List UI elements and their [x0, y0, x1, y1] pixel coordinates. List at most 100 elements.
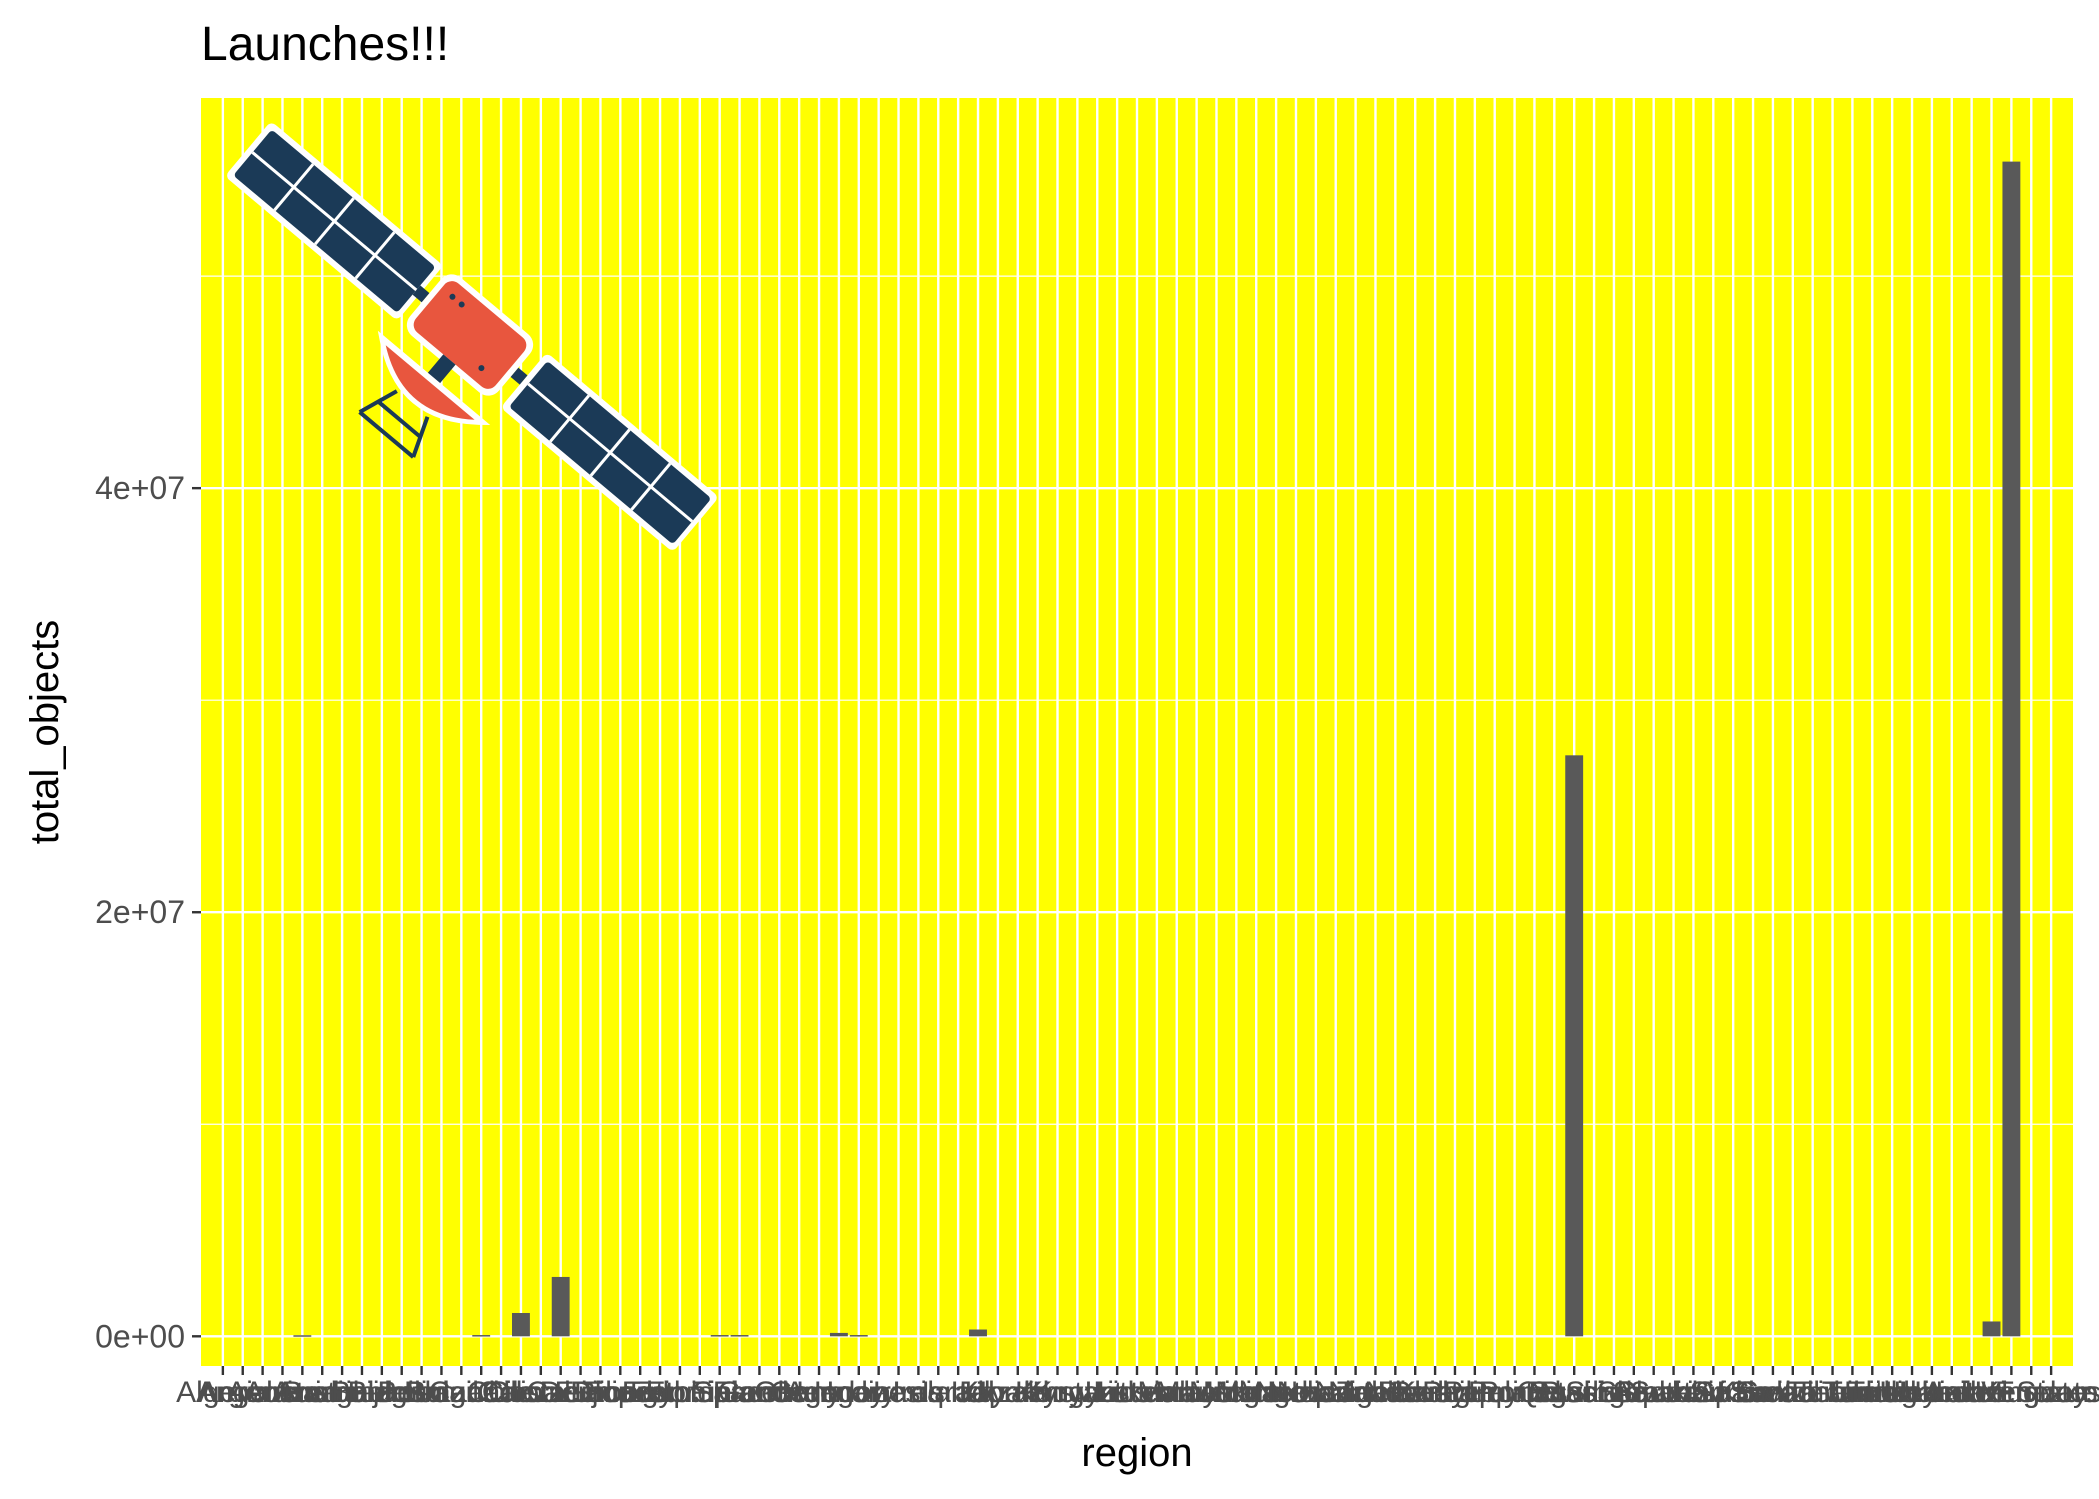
x-tick-label: Nepal	[1277, 1376, 1355, 1409]
x-tick-label: Russia	[1528, 1376, 1620, 1409]
bar	[2002, 161, 2021, 1337]
x-tick-label: Poland	[1468, 1376, 1561, 1409]
x-tick-label: Laos	[1085, 1376, 1150, 1409]
x-tick-label: Norway	[1364, 1376, 1466, 1409]
bar	[710, 1335, 729, 1337]
x-tick-label: France	[713, 1376, 806, 1409]
x-tick-label: Australia	[244, 1376, 361, 1409]
x-tick-label: South Africa	[1613, 1376, 1775, 1409]
x-tick-label: Colombia	[477, 1376, 604, 1409]
x-axis: AlgeriaAngolaArgentinaArmeniaAustraliaAu…	[176, 1366, 2099, 1409]
grid-major	[201, 98, 2073, 1366]
x-tick-label: United Kingdom	[1885, 1376, 2098, 1409]
x-tick-label: Estonia	[630, 1376, 730, 1409]
x-tick-label: Germany	[718, 1376, 841, 1409]
x-tick-label: Netherlands	[1255, 1376, 1417, 1409]
x-tick-label: Costa Rica	[487, 1376, 634, 1409]
x-tick-label: Iran	[873, 1376, 925, 1409]
x-tick-label: Philippines	[1422, 1376, 1567, 1409]
bar	[969, 1329, 987, 1337]
bar	[829, 1332, 848, 1337]
bar	[551, 1276, 570, 1337]
chart-title: Launches!!!	[201, 18, 449, 71]
x-tick-label: European Space Agency	[555, 1376, 885, 1409]
bar	[849, 1335, 868, 1337]
x-tick-label: Finland	[690, 1376, 788, 1409]
x-tick-label: Turkmenistan	[1822, 1376, 2003, 1409]
bar	[730, 1335, 749, 1337]
x-tick-label: Italy	[951, 1376, 1006, 1409]
x-tick-label: Armenia	[227, 1376, 339, 1409]
x-tick-label: United Arab Emirates	[1830, 1376, 2099, 1409]
x-axis-title: region	[1081, 1431, 1192, 1475]
x-tick-label: Sudan	[1730, 1376, 1817, 1409]
x-tick-label: Qatar	[1517, 1376, 1592, 1409]
x-tick-label: Slovenia	[1616, 1376, 1731, 1409]
x-tick-label: Morocco	[1238, 1376, 1353, 1409]
x-tick-label: Uruguay	[1975, 1376, 2088, 1409]
x-tick-label: Ghana	[754, 1376, 844, 1409]
x-tick-label: Brazil	[404, 1376, 479, 1409]
x-tick-label: Pakistan	[1378, 1376, 1493, 1409]
x-tick-label: Ireland	[892, 1376, 984, 1409]
x-tick-label: Chile	[467, 1376, 535, 1409]
bar	[1982, 1321, 2001, 1337]
x-tick-label: Kenya	[1015, 1376, 1100, 1409]
bars	[293, 161, 2021, 1337]
x-tick-label: Ecuador	[584, 1376, 696, 1409]
x-tick-label: Austria	[276, 1376, 370, 1409]
x-tick-label: India	[826, 1376, 891, 1409]
x-tick-label: Peru	[1443, 1376, 1506, 1409]
x-tick-label: Greece	[770, 1376, 868, 1409]
x-tick-label: Angola	[196, 1376, 290, 1409]
x-tick-label: Turkey	[1847, 1376, 1938, 1409]
x-tick-label: New Zealand	[1267, 1376, 1444, 1409]
x-tick-label: South Korea	[1630, 1376, 1797, 1409]
x-tick-label: Argentina	[198, 1376, 327, 1409]
x-tick-label: Jordan	[972, 1376, 1064, 1409]
x-tick-label: Sweden	[1739, 1376, 1847, 1409]
x-tick-label: Monaco	[1203, 1376, 1310, 1409]
x-tick-label: Bangladesh	[283, 1376, 441, 1409]
x-tick-label: Latvia	[1097, 1376, 1177, 1409]
x-tick-label: Rwanda	[1539, 1376, 1649, 1409]
y-tick-label: 4e+07	[95, 470, 185, 506]
y-axis: 0e+00 2e+07 4e+07	[95, 470, 201, 1354]
x-tick-label: North Korea	[1314, 1376, 1476, 1409]
x-tick-label: China	[482, 1376, 561, 1409]
x-tick-label: Japan	[957, 1376, 1039, 1409]
x-tick-label: Uganda	[1879, 1376, 1984, 1409]
x-tick-label: Luxembourg	[1093, 1376, 1260, 1409]
x-tick-label: Denmark	[540, 1376, 663, 1409]
bar	[1565, 755, 1584, 1337]
bar	[512, 1312, 530, 1337]
x-tick-label: Tunisia	[1824, 1376, 1920, 1409]
x-tick-label: Hungary	[782, 1376, 895, 1409]
y-tick-label: 0e+00	[95, 1318, 185, 1354]
y-axis-title: total_objects	[23, 620, 67, 845]
satellite-icon	[227, 123, 717, 550]
x-tick-label: Taiwan	[1786, 1376, 1879, 1409]
x-tick-label: Kyrgyzstan	[1023, 1376, 1171, 1409]
x-tick-label: Belarus	[331, 1376, 433, 1409]
x-tick-label: Azerbaijan	[271, 1376, 413, 1409]
x-tick-label: Belgium	[348, 1376, 456, 1409]
x-tick-label: Czechia	[526, 1376, 635, 1409]
x-tick-label: Mexico	[1189, 1376, 1284, 1409]
x-tick-label: Singapore	[1565, 1376, 1702, 1409]
x-tick-label: Lithuania	[1096, 1376, 1218, 1409]
x-tick-label: Portugal	[1479, 1376, 1591, 1409]
x-tick-label: Egypt	[622, 1376, 699, 1409]
x-tick-label: Saudi Arabia	[1529, 1376, 1699, 1409]
x-tick-label: Slovakia	[1597, 1376, 1711, 1409]
x-tick-label: Ethiopia	[646, 1376, 755, 1409]
x-tick-label: Djibouti	[570, 1376, 670, 1409]
y-tick-label: 2e+07	[95, 894, 185, 930]
x-tick-label: Canada	[429, 1376, 534, 1409]
x-tick-label: Nigeria	[1328, 1376, 1423, 1409]
x-tick-label: Thailand	[1795, 1376, 1910, 1409]
x-tick-label: Mauritius	[1156, 1376, 1278, 1409]
x-tick-label: Algeria	[176, 1376, 270, 1409]
x-tick-label: Switzerland	[1735, 1376, 1890, 1409]
